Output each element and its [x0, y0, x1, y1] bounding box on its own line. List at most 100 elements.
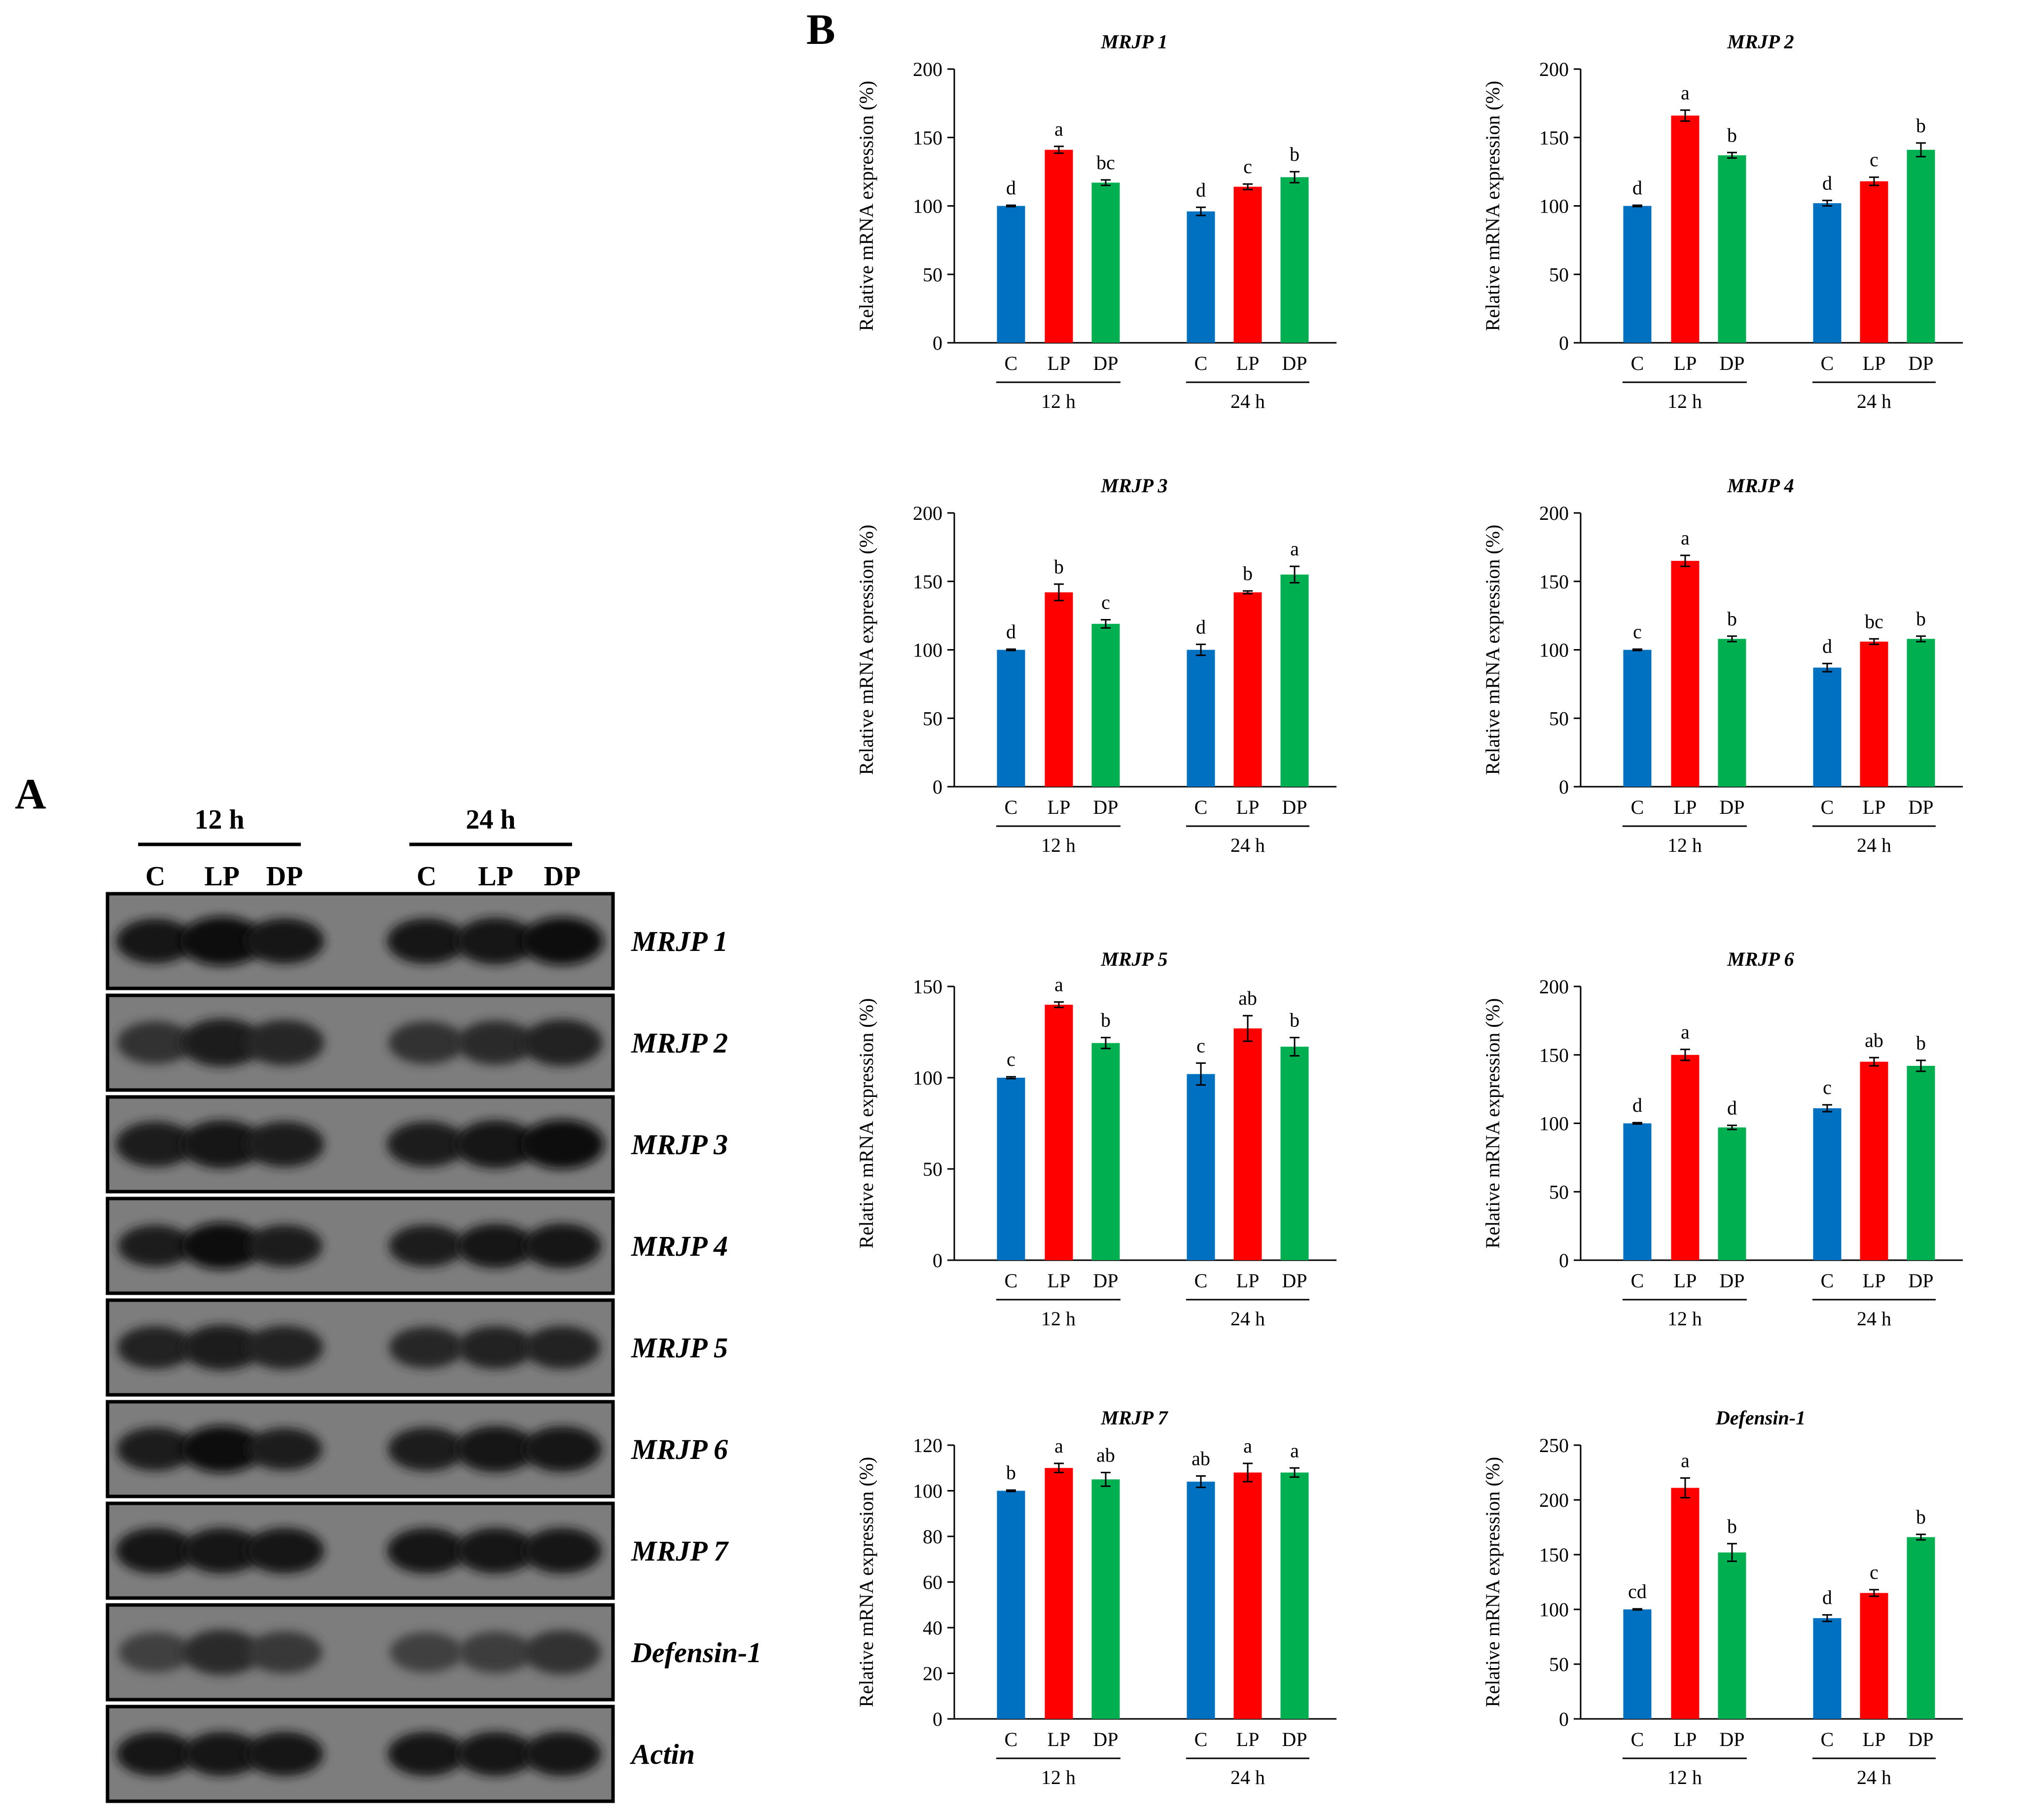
x-tick-label: C	[1005, 352, 1018, 374]
y-tick-label: 60	[923, 1571, 942, 1594]
y-tick-label: 0	[933, 1708, 942, 1730]
bar-12-h-lp	[1045, 1468, 1073, 1719]
significance-letter: a	[1681, 1450, 1690, 1472]
mrjp1-chart: MRJP 1 Relative mRNA expression (%) 0 50 100…	[855, 31, 1337, 412]
blot-band	[117, 1326, 194, 1369]
mrjp5-chart: MRJP 5 Relative mRNA expression (%) 0 50 100…	[855, 948, 1337, 1330]
significance-letter: ab	[1192, 1447, 1210, 1469]
group-label: 12 h	[1667, 390, 1702, 412]
blot-time-label-24-h: 24 h	[466, 804, 515, 835]
x-tick-label: LP	[1674, 796, 1697, 818]
x-tick-label: C	[1194, 796, 1208, 818]
blot-band	[182, 1629, 262, 1675]
chart-title: MRJP 2	[1727, 31, 1794, 53]
bar-12-h-c	[997, 1078, 1025, 1260]
y-tick-label: 80	[923, 1526, 942, 1548]
blot-band	[245, 918, 325, 964]
bar-12-h-lp	[1671, 1055, 1699, 1260]
bar-24-h-lp	[1860, 181, 1888, 343]
x-tick-label: LP	[1674, 352, 1697, 374]
y-tick-label: 150	[1539, 1044, 1569, 1066]
bar-12-h-c	[997, 650, 1025, 787]
bar-24-h-c	[1187, 1074, 1215, 1260]
blot-band	[456, 1528, 536, 1574]
bar-12-h-lp	[1045, 149, 1073, 343]
blot-gene-label-mrjp-2: MRJP 2	[631, 1027, 728, 1059]
bar-24-h-lp	[1860, 641, 1888, 787]
significance-letter: d	[1822, 635, 1832, 657]
y-axis-label: Relative mRNA expression (%)	[1481, 998, 1504, 1249]
blot-band	[387, 1528, 467, 1574]
significance-letter: b	[1916, 1032, 1926, 1054]
significance-letter: d	[1632, 177, 1642, 199]
significance-letter: c	[1101, 591, 1110, 613]
x-tick-label: C	[1194, 1728, 1208, 1750]
x-tick-label: C	[1005, 796, 1018, 818]
significance-letter: bc	[1865, 610, 1883, 632]
x-tick-label: DP	[1282, 352, 1307, 374]
x-tick-label: LP	[1863, 352, 1886, 374]
panel-a-label: A	[15, 770, 46, 818]
x-tick-label: DP	[1719, 1728, 1744, 1750]
x-tick-label: LP	[1236, 796, 1260, 818]
blot-band	[115, 1528, 195, 1574]
blot-band	[521, 917, 604, 965]
y-axis-label: Relative mRNA expression (%)	[855, 998, 877, 1249]
blot-band	[390, 1632, 464, 1673]
blot-band	[116, 918, 195, 964]
y-tick-label: 50	[923, 1158, 942, 1180]
blot-band	[389, 1326, 464, 1369]
group-label: 12 h	[1041, 1308, 1076, 1330]
significance-letter: d	[1822, 172, 1832, 194]
bar-24-h-lp	[1860, 1593, 1888, 1719]
blot-band	[457, 1732, 535, 1776]
y-tick-label: 0	[1559, 776, 1569, 798]
blot-strip-mrjp-2	[106, 993, 615, 1092]
x-tick-label: LP	[1674, 1728, 1697, 1750]
group-label: 24 h	[1230, 1766, 1265, 1788]
blot-band	[247, 1631, 323, 1674]
y-tick-label: 200	[1539, 976, 1569, 998]
bar-12-h-dp	[1718, 1127, 1746, 1260]
x-tick-label: C	[1631, 1728, 1644, 1750]
group-label: 12 h	[1041, 1766, 1076, 1788]
blot-band	[181, 1425, 263, 1473]
blot-band	[246, 1732, 324, 1776]
blot-band	[523, 1732, 601, 1776]
blot-band	[181, 1120, 263, 1168]
y-tick-label: 100	[913, 195, 942, 218]
y-tick-label: 100	[1539, 195, 1569, 218]
blot-lane-label-lp: LP	[204, 861, 240, 892]
group-label: 12 h	[1667, 1308, 1702, 1330]
bar-24-h-lp	[1233, 186, 1262, 343]
blot-strip-mrjp-3	[106, 1095, 615, 1194]
blot-lane-label-c: C	[417, 861, 436, 892]
y-axis-label: Relative mRNA expression (%)	[855, 81, 877, 331]
group-label: 24 h	[1857, 1766, 1891, 1788]
significance-letter: c	[1633, 620, 1642, 643]
y-tick-label: 100	[1539, 1113, 1569, 1135]
blot-band	[118, 1225, 193, 1267]
bar-12-h-c	[1623, 1123, 1652, 1260]
significance-letter: a	[1681, 1021, 1690, 1043]
y-axis-label: Relative mRNA expression (%)	[1481, 81, 1504, 331]
mrjp6-chart: MRJP 6 Relative mRNA expression (%) 0 50 100…	[1481, 948, 1963, 1330]
blot-gene-label-mrjp-6: MRJP 6	[631, 1433, 728, 1465]
panel-b-label: B	[806, 6, 835, 54]
significance-letter: b	[1290, 1009, 1300, 1031]
y-tick-label: 100	[913, 1480, 942, 1502]
significance-letter: c	[1243, 155, 1252, 178]
bar-24-h-c	[1813, 667, 1842, 787]
mrjp4-chart: MRJP 4 Relative mRNA expression (%) 0 50 100…	[1481, 474, 1963, 856]
x-tick-label: C	[1821, 796, 1834, 818]
y-tick-label: 0	[1559, 332, 1569, 354]
significance-letter: b	[1101, 1009, 1111, 1031]
bar-24-h-dp	[1280, 1047, 1309, 1260]
group-label: 12 h	[1041, 390, 1076, 412]
significance-letter: c	[1007, 1048, 1015, 1070]
bar-24-h-c	[1187, 650, 1215, 787]
bar-12-h-dp	[1718, 1552, 1746, 1719]
x-tick-label: DP	[1908, 352, 1933, 374]
x-tick-label: LP	[1863, 1728, 1886, 1750]
bar-12-h-lp	[1671, 561, 1699, 787]
